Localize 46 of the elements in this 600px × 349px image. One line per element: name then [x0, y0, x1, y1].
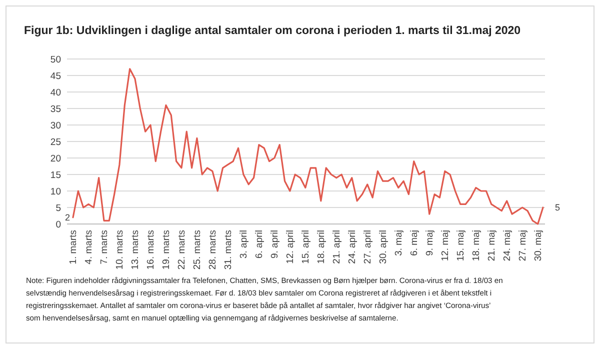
y-tick-label: 20	[50, 154, 61, 164]
x-tick-label: 9. april	[269, 230, 280, 259]
y-tick-label: 25	[50, 137, 61, 148]
x-tick-label: 28. marts	[207, 230, 218, 270]
x-tick-label: 25. marts	[192, 230, 203, 270]
y-tick-label: 50	[50, 54, 61, 66]
x-tick-label: 21. maj	[486, 230, 498, 262]
x-tick-label: 16. marts	[145, 230, 156, 270]
x-tick-label: 24. maj	[502, 230, 513, 262]
x-tick-label: 30. april	[378, 230, 389, 264]
x-tick-label: 31. marts	[222, 230, 234, 270]
chart-title: Figur 1b: Udviklingen i daglige antal samtaler om corona i perioden 1. marts til 31.maj 2020	[24, 25, 521, 37]
x-tick-label: 19. marts	[160, 230, 172, 270]
x-tick-label: 22. marts	[176, 230, 188, 270]
x-tick-label: 13. marts	[130, 230, 141, 270]
data-label: 2	[64, 212, 70, 222]
data-label: 5	[555, 202, 560, 212]
y-tick-label: 15	[50, 170, 61, 181]
x-tick-label: 21. april	[331, 230, 342, 264]
y-tick-label: 0	[56, 220, 61, 230]
y-tick-label: 35	[50, 104, 61, 115]
x-tick-label: 12. april	[284, 230, 296, 264]
x-tick-label: 9. maj	[424, 230, 436, 256]
y-tick-label: 40	[50, 88, 61, 98]
x-tick-label: 18. maj	[470, 230, 482, 262]
y-tick-label: 10	[50, 186, 61, 198]
x-tick-label: 15. maj	[455, 230, 466, 262]
y-tick-label: 30	[50, 120, 61, 132]
x-tick-label: 10. marts	[114, 230, 126, 270]
x-tick-label: 3. april	[238, 230, 250, 259]
x-tick-label: 12. maj	[440, 230, 451, 262]
x-tick-label: 6. april	[254, 230, 265, 259]
x-tick-label: 15. april	[300, 230, 312, 264]
x-tick-label: 27. maj	[517, 230, 528, 262]
x-tick-label: 6. maj	[408, 230, 420, 256]
x-tick-label: 3. maj	[393, 230, 404, 256]
x-tick-label: 7. marts	[98, 230, 110, 264]
x-tick-label: 18. april	[316, 230, 327, 264]
x-tick-label: 24. april	[346, 230, 358, 264]
x-tick-label: 4. marts	[83, 230, 94, 264]
y-tick-label: 5	[56, 203, 61, 214]
line-series	[72, 68, 544, 225]
x-tick-label: 27. april	[362, 230, 374, 264]
y-tick-label: 45	[50, 71, 61, 82]
x-tick-label: 30. maj	[532, 230, 544, 262]
x-tick-label: 1. marts	[68, 230, 79, 264]
